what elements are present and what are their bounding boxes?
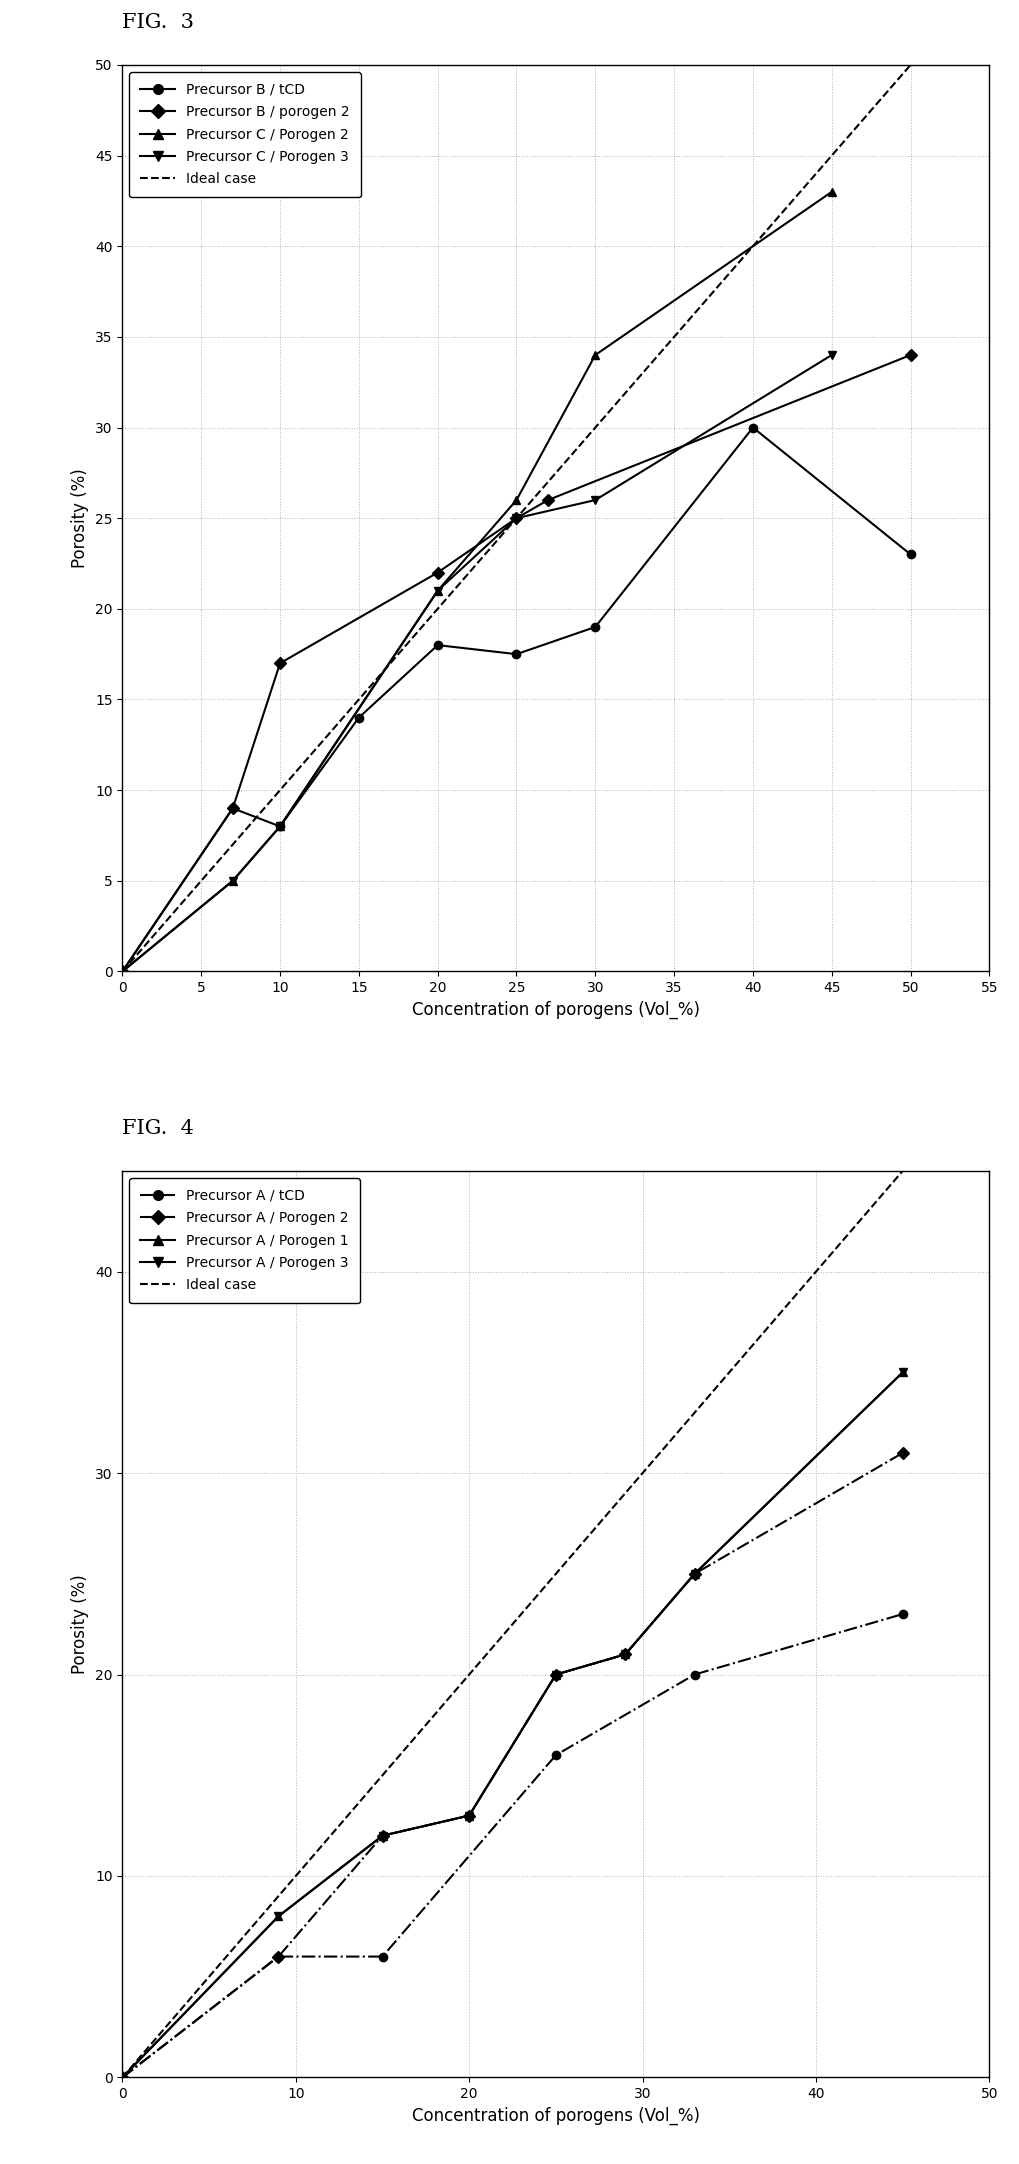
Y-axis label: Porosity (%): Porosity (%) (71, 1573, 90, 1675)
Legend: Precursor B / tCD, Precursor B / porogen 2, Precursor C / Porogen 2, Precursor C: Precursor B / tCD, Precursor B / porogen… (129, 71, 361, 197)
Text: FIG.  4: FIG. 4 (122, 1119, 194, 1138)
Text: FIG.  3: FIG. 3 (122, 13, 195, 32)
Y-axis label: Porosity (%): Porosity (%) (71, 467, 90, 569)
Legend: Precursor A / tCD, Precursor A / Porogen 2, Precursor A / Porogen 1, Precursor A: Precursor A / tCD, Precursor A / Porogen… (129, 1177, 360, 1303)
X-axis label: Concentration of porogens (Vol_%): Concentration of porogens (Vol_%) (412, 2108, 699, 2125)
X-axis label: Concentration of porogens (Vol_%): Concentration of porogens (Vol_%) (412, 1000, 699, 1019)
